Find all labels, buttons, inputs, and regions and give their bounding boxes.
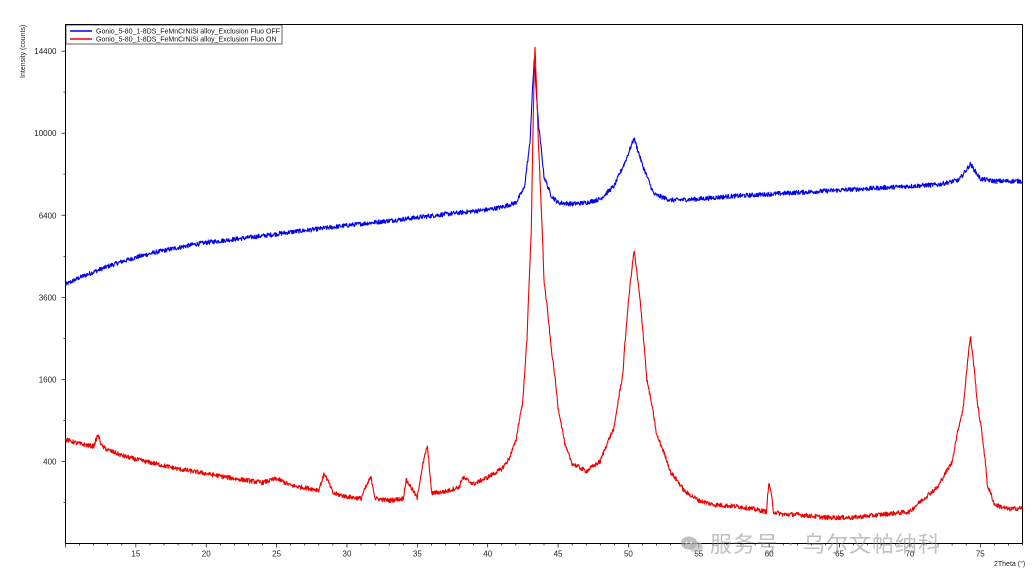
x-tick-label: 45: [554, 550, 563, 559]
series-layer: [64, 46, 1023, 521]
series-line-2: [65, 46, 1023, 521]
x-tick-label: 65: [835, 550, 844, 559]
legend-label-2: Gonio_5-80_1-8DS_FeMnCrNiSi alloy_Exclus…: [96, 37, 277, 44]
chat-bubbles-icon: [681, 536, 703, 553]
watermark: 服务号 · 乌尔文帕纳科: [680, 527, 941, 559]
x-tick-label: 30: [343, 550, 352, 559]
x-tick-label: 15: [131, 550, 140, 559]
y-tick-label: 10000: [34, 129, 57, 138]
series-line-1: [64, 59, 1023, 286]
x-tick-label: 20: [202, 550, 211, 559]
x-tick-label: 35: [413, 550, 422, 559]
x-tick-label: 25: [272, 550, 281, 559]
x-tick-label: 70: [905, 550, 914, 559]
y-tick-label: 3600: [39, 293, 57, 302]
y-tick-label: 1600: [39, 375, 57, 384]
y-tick-label: 6400: [39, 211, 57, 220]
y-tick-label: 400: [43, 457, 57, 466]
x-tick-label: 40: [483, 550, 492, 559]
y-axis-ticks: 400 1600 3600 6400 10000 14400: [34, 47, 66, 503]
legend-label-1: Gonio_5-80_1-8DS_FeMnCrNiSi alloy_Exclus…: [96, 29, 280, 36]
watermark-text: 服务号 · 乌尔文帕纳科: [710, 533, 941, 558]
legend: Gonio_5-80_1-8DS_FeMnCrNiSi alloy_Exclus…: [65, 24, 283, 45]
legend-box: [65, 24, 283, 45]
x-tick-label: 50: [624, 550, 633, 559]
x-axis-title: 2Theta (°): [994, 560, 1025, 568]
y-axis-title: Intensity (counts): [20, 25, 27, 78]
x-tick-label: 75: [976, 550, 985, 559]
y-tick-label: 14400: [34, 47, 57, 56]
x-tick-label: 55: [694, 550, 703, 559]
x-axis-ticks: 15 20 25 30 35 40 45 50 55 60 65 70 75: [65, 543, 1023, 559]
x-tick-label: 60: [765, 550, 774, 559]
